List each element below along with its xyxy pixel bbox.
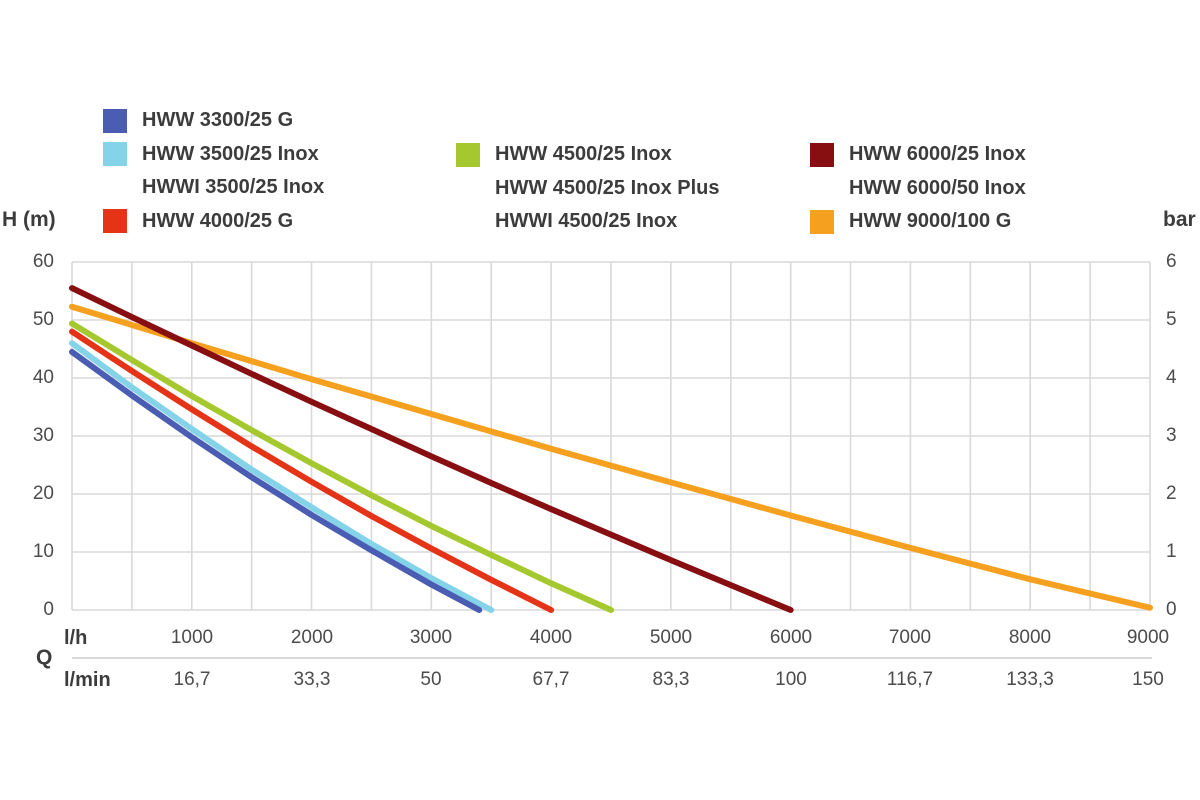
x-tick-lmin: 133,3 (1006, 669, 1054, 690)
legend-swatch-empty (810, 176, 834, 200)
x-tick-lh: 4000 (529, 627, 573, 648)
x-tick-lmin: 67,7 (532, 669, 570, 690)
legend-swatch-blue (103, 108, 127, 133)
legend-swatch-empty (456, 210, 480, 234)
x-tick-lh: 5000 (649, 627, 693, 648)
legend-item: HWW 4500/25 Inox Plus (456, 172, 720, 206)
legend-label: HWW 4000/25 G (142, 209, 294, 232)
x-axis-unit-lh: l/h (64, 627, 88, 649)
legend-column-3: HWW 6000/25 Inox HWW 6000/50 Inox HWW 90… (810, 138, 1026, 239)
x-tick-lmin: 50 (420, 669, 442, 690)
legend-label: HWW 4500/25 Inox Plus (495, 176, 720, 199)
legend-label: HWW 6000/50 Inox (849, 176, 1026, 199)
y-tick-right: 0 (1166, 599, 1177, 620)
y-tick-left: 40 (32, 367, 54, 388)
legend-column-2: HWW 4500/25 Inox HWW 4500/25 Inox Plus H… (456, 138, 720, 239)
x-tick-lh: 3000 (409, 627, 453, 648)
x-tick-lh: 8000 (1008, 627, 1052, 648)
x-tick-lmin: 33,3 (293, 669, 331, 690)
legend-item: HWW 3300/25 G (103, 104, 324, 138)
x-tick-lmin: 100 (775, 669, 807, 690)
legend-label: HWWI 4500/25 Inox (495, 210, 678, 233)
legend-item: HWW 4000/25 G (103, 205, 324, 239)
y-tick-right: 5 (1166, 309, 1177, 330)
y-tick-left: 50 (32, 309, 54, 330)
legend-swatch-darkred (810, 142, 834, 167)
y-tick-right: 6 (1166, 251, 1177, 272)
legend-label: HWW 6000/25 Inox (849, 143, 1026, 166)
legend-item: HWW 3500/25 Inox (103, 138, 324, 172)
y-tick-left: 10 (32, 541, 54, 562)
x-tick-lmin: 150 (1132, 669, 1164, 690)
y-tick-right: 1 (1166, 541, 1177, 562)
series-path (69, 328, 555, 613)
y-tick-right: 4 (1166, 367, 1177, 388)
legend-swatch-empty (103, 176, 127, 200)
y-tick-left: 0 (43, 599, 54, 620)
legend-label: HWW 9000/100 G (849, 210, 1012, 233)
legend-swatch-red (103, 209, 127, 234)
y-tick-left: 20 (32, 483, 54, 504)
legend-swatch-orange (810, 209, 834, 234)
x-tick-lmin: 16,7 (173, 669, 211, 690)
series-path (69, 340, 495, 613)
series-path (69, 348, 483, 613)
y-tick-left: 30 (32, 425, 54, 446)
legend-label: HWW 3300/25 G (142, 109, 294, 132)
y-tick-right: 3 (1166, 425, 1177, 446)
legend-swatch-green (456, 142, 480, 167)
legend-label: HWWI 3500/25 Inox (142, 176, 325, 199)
legend-item: HWW 4500/25 Inox (456, 138, 720, 172)
legend-label: HWW 4500/25 Inox (495, 143, 672, 166)
x-tick-lh: 1000 (170, 627, 214, 648)
legend-item: HWWI 4500/25 Inox (456, 205, 720, 239)
series-path (69, 320, 614, 613)
x-tick-lmin: 116,7 (886, 669, 934, 690)
legend-swatch-empty (456, 176, 480, 200)
y-axis-title-left: H (m) (2, 208, 56, 231)
legend-label: HWW 3500/25 Inox (142, 142, 319, 165)
x-tick-lmin: 83,3 (652, 669, 690, 690)
y-tick-left: 60 (32, 251, 54, 272)
x-tick-lh: 7000 (888, 627, 932, 648)
legend-item: HWW 9000/100 G (810, 205, 1026, 239)
y-axis-title-right: bar (1163, 208, 1196, 231)
legend-column-1: HWW 3300/25 G HWW 3500/25 Inox HWWI 3500… (103, 104, 324, 238)
legend-item: HWW 6000/50 Inox (810, 172, 1026, 206)
axis-row-separator (72, 657, 1152, 659)
x-axis-q-label: Q (36, 646, 53, 669)
y-tick-right: 2 (1166, 483, 1177, 504)
series-path (69, 303, 1153, 611)
x-tick-lh: 6000 (769, 627, 813, 648)
legend-item: HWW 6000/25 Inox (810, 138, 1026, 172)
series-path (69, 285, 794, 613)
x-axis-unit-lmin: l/min (64, 669, 111, 691)
x-tick-lh: 2000 (290, 627, 334, 648)
legend-swatch-cyan (103, 142, 127, 167)
x-tick-lh: 9000 (1126, 627, 1170, 648)
legend-item: HWWI 3500/25 Inox (103, 171, 324, 205)
